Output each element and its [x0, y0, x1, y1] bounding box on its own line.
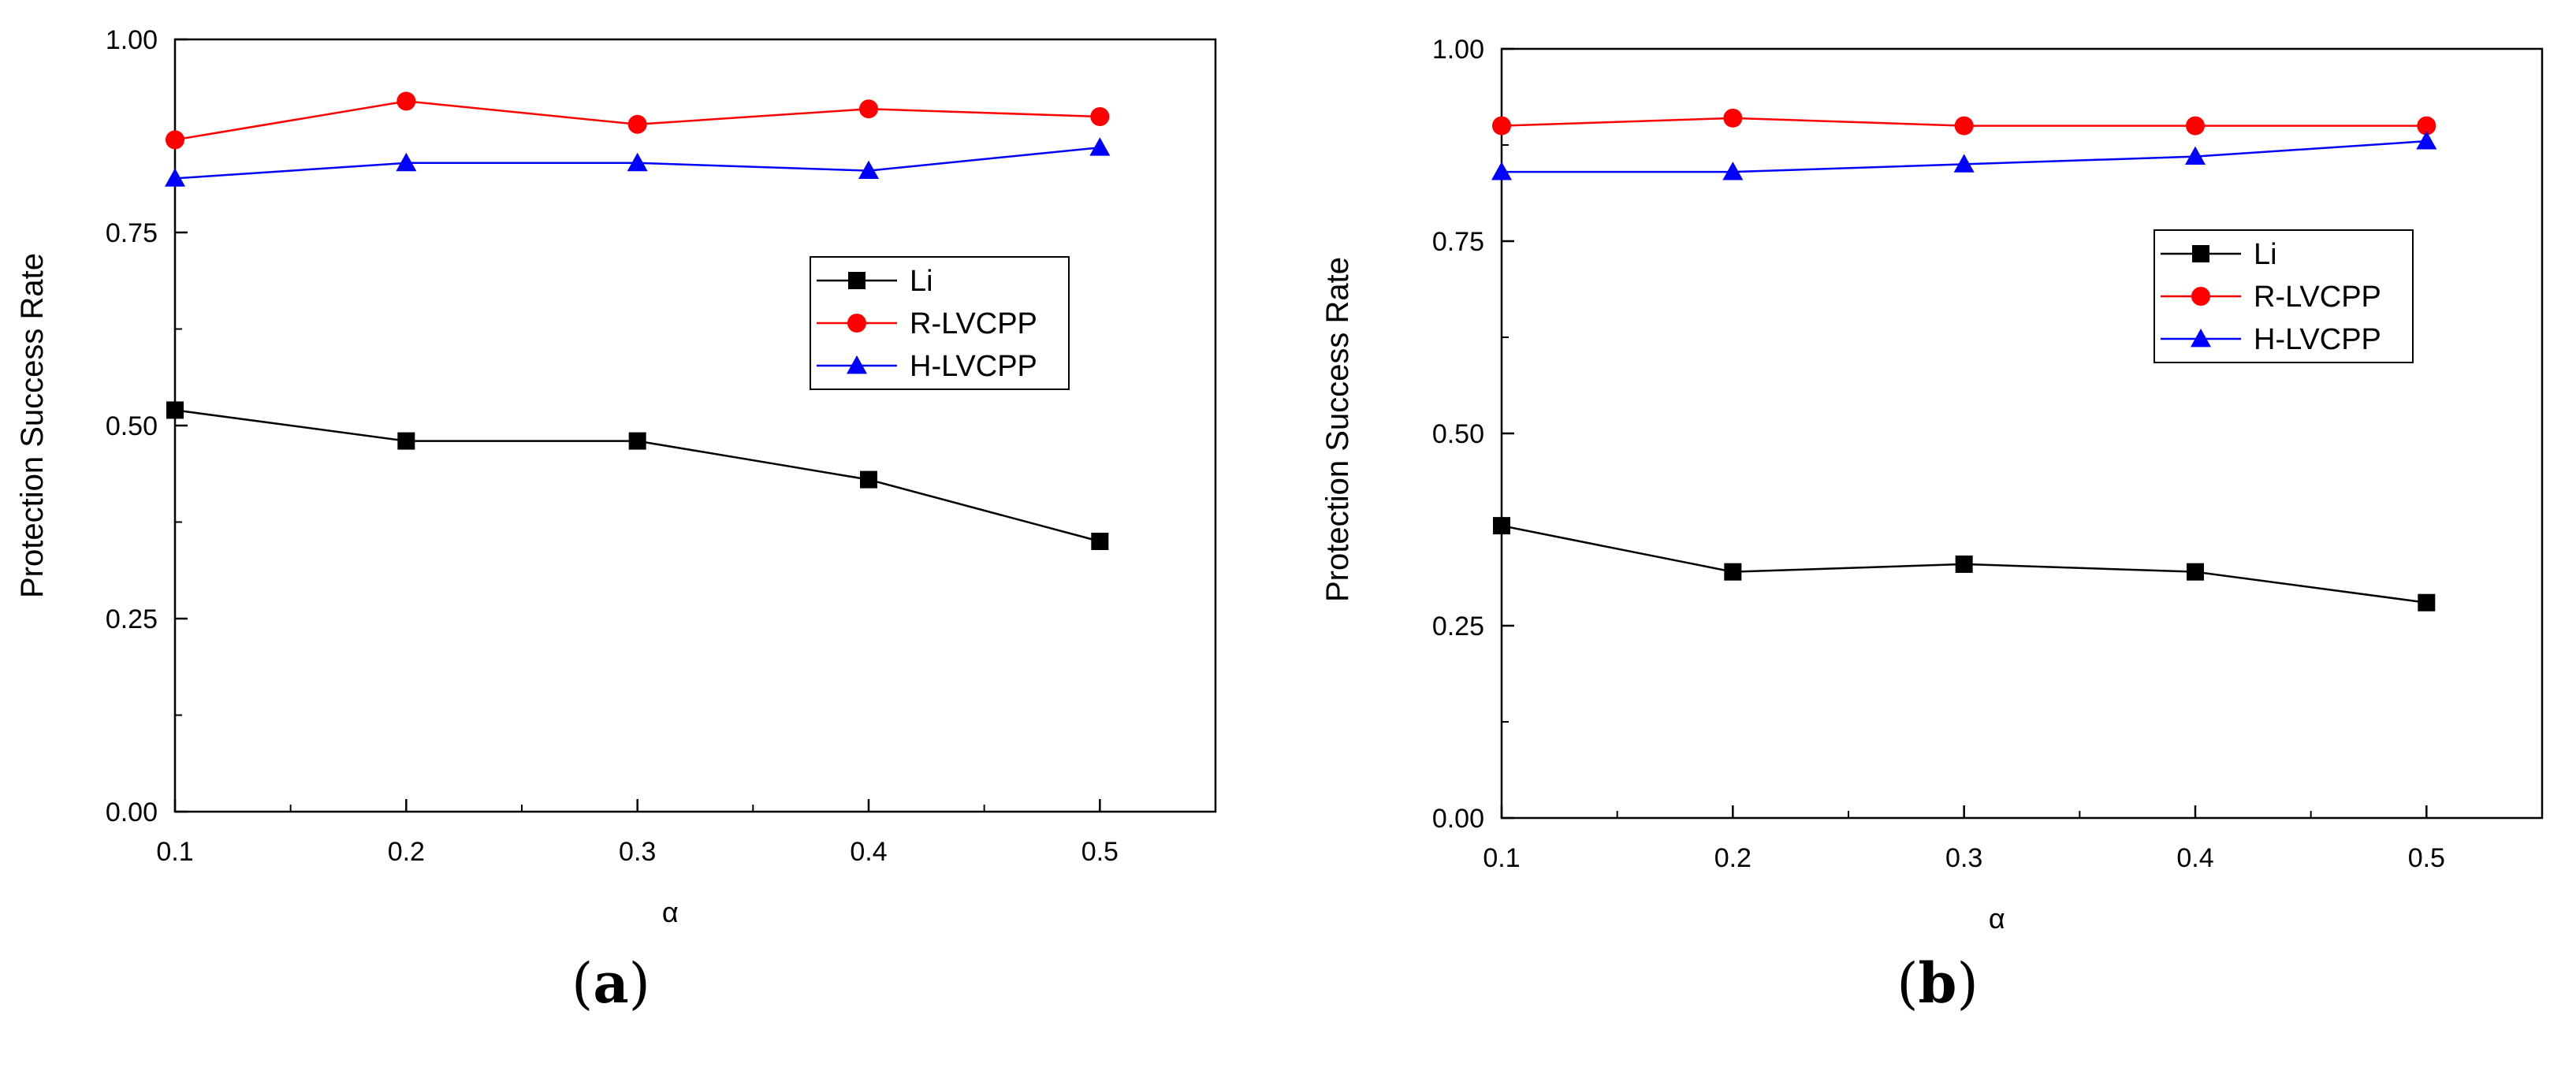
x-axis-label: α	[662, 896, 679, 928]
data-point-li	[1724, 563, 1742, 581]
data-point-r-lvcpp	[1090, 107, 1110, 126]
data-point-r-lvcpp	[1723, 108, 1743, 128]
legend-label-h-lvcpp: H-LVCPP	[910, 350, 1037, 383]
data-point-r-lvcpp	[2186, 116, 2205, 136]
data-point-h-lvcpp	[2185, 146, 2206, 165]
data-point-h-lvcpp	[858, 160, 879, 179]
y-tick-label: 0.00	[106, 797, 158, 827]
x-axis-label: α	[1989, 902, 2005, 935]
data-point-r-lvcpp	[396, 91, 416, 111]
data-point-h-lvcpp	[396, 152, 417, 172]
x-tick-label: 0.1	[1483, 843, 1520, 873]
data-point-li	[1091, 533, 1109, 550]
legend-marker-r-lvcpp	[847, 314, 866, 333]
legend-label-r-lvcpp: R-LVCPP	[2254, 281, 2381, 314]
caption-letter: a	[593, 950, 628, 1016]
legend-label-li: Li	[910, 265, 933, 298]
series-h-lvcpp	[1491, 131, 2437, 180]
y-tick-label: 0.00	[1432, 804, 1484, 834]
data-point-r-lvcpp	[627, 114, 647, 134]
data-point-h-lvcpp	[1722, 162, 1744, 180]
legend-label-r-lvcpp: R-LVCPP	[910, 307, 1037, 340]
series-h-lvcpp	[165, 137, 1111, 187]
x-tick-label: 0.5	[2408, 843, 2445, 873]
y-axis-label: Protection Success Rate	[1320, 257, 1355, 602]
y-tick-label: 0.75	[106, 218, 158, 248]
legend-marker-li	[2192, 245, 2209, 262]
panel-caption: (a)	[571, 950, 650, 1016]
chart-panel-b: 0.00 0.25 0.50 0.75 1.00 0.1 0.2 0.3 0.4 0.5 Prote…	[1320, 35, 2544, 1016]
panel-caption: (b)	[1897, 950, 1979, 1016]
y-tick-label: 0.50	[1432, 419, 1484, 449]
series-li	[1493, 517, 2436, 612]
x-tick-label: 0.4	[2176, 843, 2213, 873]
x-tick-label: 0.3	[1945, 843, 1982, 873]
data-point-h-lvcpp	[2416, 131, 2437, 150]
series-r-lvcpp	[166, 91, 1110, 150]
caption-paren-open: (	[571, 951, 593, 1016]
data-point-r-lvcpp	[1492, 116, 1511, 136]
y-tick-label: 1.00	[1432, 35, 1484, 65]
y-tick-label: 0.25	[106, 604, 158, 634]
data-point-li	[397, 432, 415, 450]
series-li	[166, 401, 1109, 550]
x-tick-label: 0.2	[388, 837, 425, 867]
x-tick-label: 0.3	[619, 837, 656, 867]
legend-marker-h-lvcpp	[847, 355, 867, 374]
data-point-h-lvcpp	[165, 168, 185, 187]
chart-panel-a: 0.00 0.25 0.50 0.75 1.00 0.1 0.2 0.3 0.4 0.5 Prote…	[15, 25, 1217, 1016]
data-point-li	[2187, 563, 2204, 581]
data-point-r-lvcpp	[2417, 116, 2436, 136]
y-tick-label: 0.50	[106, 411, 158, 441]
legend-label-li: Li	[2254, 238, 2277, 271]
y-axis-label: Protection Success Rate	[15, 253, 50, 598]
x-tick-label: 0.2	[1714, 843, 1751, 873]
series-r-lvcpp	[1492, 108, 2436, 136]
legend: Li R-LVCPP H-LVCPP	[2153, 229, 2414, 363]
data-point-r-lvcpp	[1954, 116, 1974, 136]
caption-letter: b	[1919, 950, 1957, 1016]
caption-paren-close: )	[629, 951, 650, 1016]
series-line-li	[174, 409, 1100, 543]
y-tick-label: 1.00	[106, 25, 158, 55]
legend-marker-li	[848, 272, 865, 289]
data-point-li	[166, 401, 184, 419]
data-point-r-lvcpp	[859, 99, 878, 119]
data-point-r-lvcpp	[166, 130, 184, 150]
caption-paren-open: (	[1897, 951, 1918, 1016]
data-point-h-lvcpp	[627, 152, 648, 172]
x-tick-label: 0.1	[156, 837, 193, 867]
legend-marker-r-lvcpp	[2191, 287, 2210, 306]
data-point-h-lvcpp	[1953, 154, 1975, 173]
legend: Li R-LVCPP H-LVCPP	[810, 256, 1070, 390]
data-point-h-lvcpp	[1089, 137, 1111, 156]
caption-paren-close: )	[1956, 951, 1978, 1016]
y-tick-label: 0.75	[1432, 227, 1484, 257]
legend-marker-h-lvcpp	[2191, 329, 2211, 348]
data-point-li	[2418, 593, 2436, 612]
data-point-h-lvcpp	[1491, 162, 1512, 180]
y-tick-label: 0.25	[1432, 612, 1484, 641]
plot-frame	[1500, 47, 2544, 820]
x-tick-label: 0.5	[1081, 837, 1119, 867]
legend-label-h-lvcpp: H-LVCPP	[2254, 323, 2381, 356]
data-point-li	[628, 432, 646, 450]
data-point-li	[1493, 517, 1510, 535]
x-tick-label: 0.4	[850, 837, 887, 867]
data-point-li	[1955, 555, 1973, 573]
plot-frame	[173, 38, 1217, 813]
data-point-li	[860, 470, 877, 489]
